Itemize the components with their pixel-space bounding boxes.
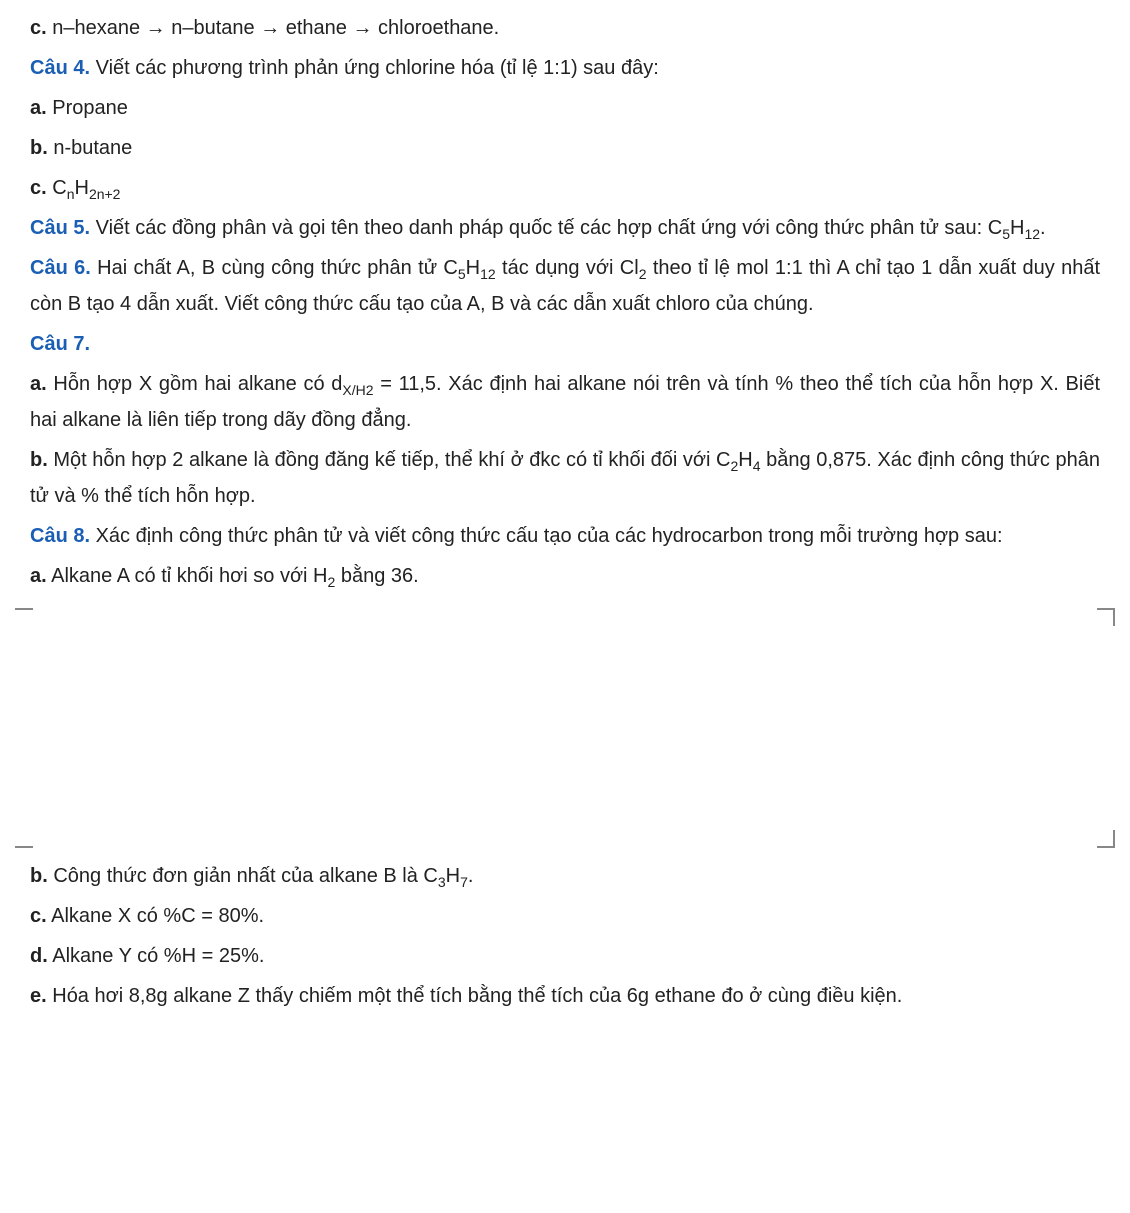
- line-content: CnH2n+2: [47, 177, 121, 199]
- text-line: c. CnH2n+2: [30, 170, 1100, 206]
- question-label: Câu 8.: [30, 525, 90, 547]
- question-block-2: b. Công thức đơn giản nhất của alkane B …: [30, 858, 1100, 1014]
- text-line: c. Alkane X có %C = 80%.: [30, 898, 1100, 934]
- line-content: Viết các đồng phân và gọi tên theo danh …: [90, 217, 1046, 239]
- item-letter: b.: [30, 865, 48, 887]
- crop-corner-bottom-left: [15, 830, 33, 848]
- line-content: n-butane: [48, 137, 133, 159]
- question-label: Câu 5.: [30, 217, 90, 239]
- page-break: [30, 598, 1100, 858]
- text-line: b. Một hỗn hợp 2 alkane là đồng đăng kế …: [30, 442, 1100, 514]
- line-content: Alkane Y có %H = 25%.: [48, 945, 265, 967]
- line-content: Alkane X có %C = 80%.: [47, 905, 264, 927]
- crop-corner-top-left: [15, 608, 33, 626]
- line-content: Alkane A có tỉ khối hơi so với H2 bằng 3…: [47, 565, 419, 587]
- line-content: Hóa hơi 8,8g alkane Z thấy chiếm một thể…: [47, 985, 903, 1007]
- crop-corner-top-right: [1097, 608, 1115, 626]
- line-content: Viết các phương trình phản ứng chlorine …: [90, 57, 659, 79]
- line-content: Công thức đơn giản nhất của alkane B là …: [48, 865, 474, 887]
- item-letter: d.: [30, 945, 48, 967]
- line-content: Propane: [47, 97, 128, 119]
- text-line: a. Hỗn hợp X gồm hai alkane có dX/H2 = 1…: [30, 366, 1100, 438]
- question-label: Câu 4.: [30, 57, 90, 79]
- text-line: Câu 5. Viết các đồng phân và gọi tên the…: [30, 210, 1100, 246]
- text-line: Câu 4. Viết các phương trình phản ứng ch…: [30, 50, 1100, 86]
- item-letter: a.: [30, 373, 47, 395]
- question-label: Câu 7.: [30, 333, 90, 355]
- item-letter: a.: [30, 97, 47, 119]
- question-block-1: c. n–hexane → n–butane → ethane → chloro…: [30, 10, 1100, 594]
- text-line: Câu 6. Hai chất A, B cùng công thức phân…: [30, 250, 1100, 322]
- item-letter: c.: [30, 905, 47, 927]
- text-line: c. n–hexane → n–butane → ethane → chloro…: [30, 10, 1100, 46]
- item-letter: a.: [30, 565, 47, 587]
- line-content: Xác định công thức phân tử và viết công …: [90, 525, 1003, 547]
- item-letter: b.: [30, 449, 48, 471]
- text-line: b. n-butane: [30, 130, 1100, 166]
- item-letter: c.: [30, 177, 47, 199]
- crop-corner-bottom-right: [1097, 830, 1115, 848]
- question-label: Câu 6.: [30, 257, 91, 279]
- text-line: a. Alkane A có tỉ khối hơi so với H2 bằn…: [30, 558, 1100, 594]
- text-line: d. Alkane Y có %H = 25%.: [30, 938, 1100, 974]
- text-line: e. Hóa hơi 8,8g alkane Z thấy chiếm một …: [30, 978, 1100, 1014]
- line-content: Hai chất A, B cùng công thức phân tử C5H…: [30, 257, 1100, 315]
- text-line: b. Công thức đơn giản nhất của alkane B …: [30, 858, 1100, 894]
- line-content: n–hexane → n–butane → ethane → chloroeth…: [47, 17, 500, 39]
- text-line: Câu 7.: [30, 326, 1100, 362]
- line-content: Một hỗn hợp 2 alkane là đồng đăng kế tiế…: [30, 449, 1100, 507]
- item-letter: e.: [30, 985, 47, 1007]
- item-letter: b.: [30, 137, 48, 159]
- text-line: Câu 8. Xác định công thức phân tử và viế…: [30, 518, 1100, 554]
- item-letter: c.: [30, 17, 47, 39]
- line-content: Hỗn hợp X gồm hai alkane có dX/H2 = 11,5…: [30, 373, 1100, 431]
- text-line: a. Propane: [30, 90, 1100, 126]
